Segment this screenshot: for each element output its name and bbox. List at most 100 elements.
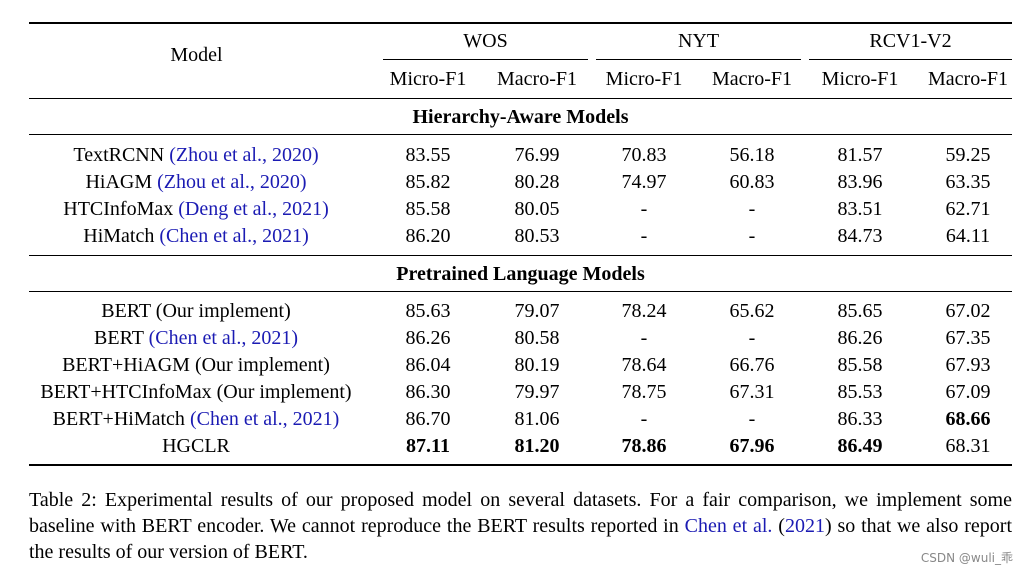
result-cell: 68.31: [945, 435, 991, 457]
result-cell: 68.66: [945, 408, 991, 430]
caption-paren-close: ): [824, 515, 832, 537]
result-cell: 60.83: [729, 171, 775, 193]
result-cell: -: [748, 327, 756, 349]
metric-header: Micro-F1: [389, 68, 467, 90]
result-cell: 80.28: [514, 171, 560, 193]
result-cell: 83.51: [837, 198, 883, 220]
result-cell: 85.65: [837, 300, 883, 322]
model-name-cell: BERT+HiAGM (Our implement): [21, 354, 371, 377]
result-cell: 67.96: [729, 435, 775, 457]
model-citation-link[interactable]: (Deng et al., 2021): [178, 198, 329, 220]
result-cell: 86.26: [405, 327, 451, 349]
result-cell: 85.82: [405, 171, 451, 193]
metric-header: Micro-F1: [605, 68, 683, 90]
result-cell: 78.75: [621, 381, 667, 403]
result-cell: 86.30: [405, 381, 451, 403]
result-cell: -: [748, 198, 756, 220]
result-cell: 65.62: [729, 300, 775, 322]
result-cell: 86.26: [837, 327, 883, 349]
table-caption: Table 2: Experimental results of our pro…: [29, 487, 1012, 565]
model-citation-link[interactable]: (Zhou et al., 2020): [169, 144, 319, 166]
result-cell: 80.53: [514, 225, 560, 247]
result-cell: 78.24: [621, 300, 667, 322]
model-citation-link[interactable]: (Chen et al., 2021): [189, 408, 340, 430]
model-name: TextRCNN: [73, 144, 165, 166]
result-cell: 66.76: [729, 354, 775, 376]
result-cell: 85.58: [405, 198, 451, 220]
result-cell: 84.73: [837, 225, 883, 247]
model-name: BERT+HiMatch: [52, 408, 185, 430]
dataset-header-nyt: NYT: [677, 30, 720, 52]
dataset-header-wos: WOS: [463, 30, 508, 52]
result-cell: 63.35: [945, 171, 991, 193]
result-cell: 85.58: [837, 354, 883, 376]
caption-citation-link[interactable]: Chen et al.: [684, 515, 773, 537]
result-cell: 78.86: [621, 435, 667, 457]
result-cell: 76.99: [514, 144, 560, 166]
result-cell: -: [640, 408, 648, 430]
model-citation-link[interactable]: (Chen et al., 2021): [148, 327, 298, 349]
result-cell: 85.63: [405, 300, 451, 322]
caption-citation-year-link[interactable]: 2021: [784, 515, 825, 537]
dataset-header-rcv1: RCV1-V2: [869, 30, 952, 52]
metric-header: Macro-F1: [928, 68, 1008, 90]
result-cell: 86.33: [837, 408, 883, 430]
result-cell: 79.07: [514, 300, 560, 322]
result-cell: 59.25: [945, 144, 991, 166]
result-cell: 67.35: [945, 327, 991, 349]
metric-header: Macro-F1: [712, 68, 792, 90]
result-cell: 67.31: [729, 381, 775, 403]
result-cell: 86.04: [405, 354, 451, 376]
result-cell: 64.11: [945, 225, 991, 247]
caption-text-1: Table 2: Experimental results of our pro…: [29, 489, 1012, 537]
result-cell: 70.83: [621, 144, 667, 166]
section-title: Hierarchy-Aware Models: [412, 106, 629, 128]
section1-rule: [29, 134, 1012, 135]
model-name-cell: BERT (Chen et al., 2021): [21, 327, 371, 350]
model-name-cell: HiMatch (Chen et al., 2021): [21, 225, 371, 248]
result-cell: 79.97: [514, 381, 560, 403]
model-column-header: Model: [170, 44, 223, 66]
result-cell: 56.18: [729, 144, 775, 166]
result-cell: 78.64: [621, 354, 667, 376]
result-cell: -: [640, 198, 648, 220]
table-top-rule: [29, 22, 1012, 24]
model-name: BERT (Our implement): [101, 300, 291, 322]
header-bottom-rule: [29, 98, 1012, 99]
rcv-group-rule: [809, 59, 1012, 60]
result-cell: 86.70: [405, 408, 451, 430]
result-cell: 67.09: [945, 381, 991, 403]
model-name: BERT: [94, 327, 144, 349]
result-cell: 62.71: [945, 198, 991, 220]
result-cell: 81.20: [514, 435, 560, 457]
result-cell: 67.93: [945, 354, 991, 376]
result-cell: 80.19: [514, 354, 560, 376]
model-name: BERT+HTCInfoMax (Our implement): [40, 381, 352, 403]
model-name-cell: HGCLR: [21, 435, 371, 458]
model-citation-link[interactable]: (Chen et al., 2021): [159, 225, 309, 247]
metric-header: Macro-F1: [497, 68, 577, 90]
result-cell: 86.20: [405, 225, 451, 247]
wos-group-rule: [383, 59, 588, 60]
result-cell: 80.05: [514, 198, 560, 220]
section2-rule: [29, 291, 1012, 292]
model-citation-link[interactable]: (Zhou et al., 2020): [157, 171, 307, 193]
result-cell: 83.55: [405, 144, 451, 166]
result-cell: 86.49: [837, 435, 883, 457]
model-name-cell: TextRCNN (Zhou et al., 2020): [21, 144, 371, 167]
table-bottom-rule: [29, 464, 1012, 466]
model-name-cell: BERT+HTCInfoMax (Our implement): [21, 381, 371, 404]
result-cell: 83.96: [837, 171, 883, 193]
watermark: CSDN @wuli_乖: [920, 551, 1013, 565]
model-name: HiMatch: [83, 225, 155, 247]
model-name: HGCLR: [162, 435, 230, 457]
metric-header: Micro-F1: [821, 68, 899, 90]
result-cell: -: [640, 327, 648, 349]
nyt-group-rule: [596, 59, 801, 60]
section-title: Pretrained Language Models: [396, 263, 645, 285]
result-cell: -: [640, 225, 648, 247]
model-name-cell: BERT+HiMatch (Chen et al., 2021): [21, 408, 371, 431]
result-cell: 67.02: [945, 300, 991, 322]
section2-top-rule: [29, 255, 1012, 256]
result-cell: 81.57: [837, 144, 883, 166]
